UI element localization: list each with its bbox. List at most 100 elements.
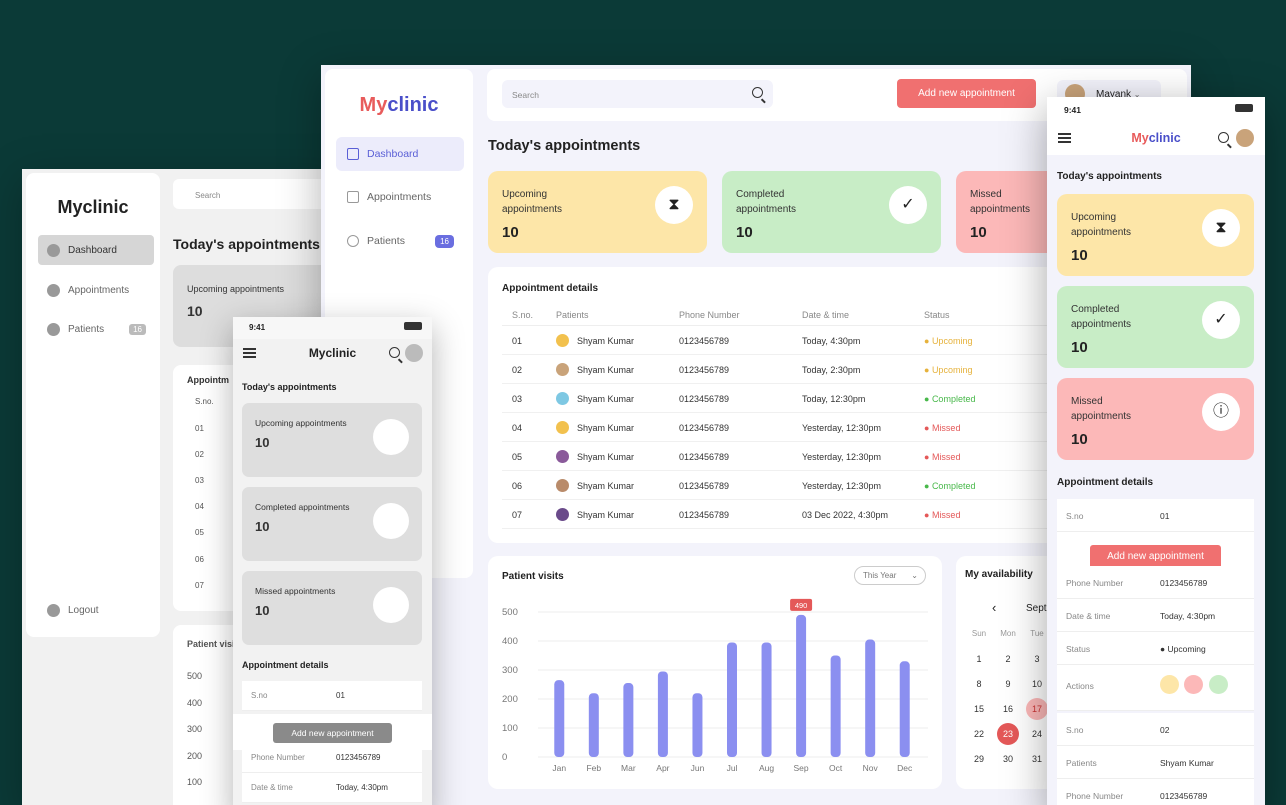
detail-row: Phone Number 0123456789 [1057, 566, 1254, 599]
col-header[interactable]: Date & time [802, 310, 850, 320]
detail-row: S.no 01 [1057, 499, 1254, 532]
patient-avatar [556, 421, 569, 434]
table-row[interactable]: 02 Shyam Kumar 0123456789 Today, 2:30pm ● Up… [502, 355, 1188, 384]
col-header[interactable]: S.no. [512, 310, 534, 320]
add-appointment-button[interactable]: Add new appointment [1090, 545, 1221, 569]
detail-value: 01 [336, 691, 345, 700]
menu-icon[interactable] [1058, 133, 1071, 143]
info-icon: ⓘ [1202, 393, 1240, 431]
cell-datetime: Yesterday, 12:30pm [802, 452, 882, 462]
page-title: Today's appointments [488, 138, 641, 154]
wireframe-logo: Myclinic [57, 197, 129, 217]
search-input[interactable]: Search [502, 80, 773, 108]
sidebar-item-patients[interactable]: Patients 16 [336, 224, 464, 258]
avatar[interactable] [1236, 129, 1254, 147]
sidebar-item-dashboard[interactable]: Dashboard [336, 137, 464, 171]
user-name: Mayank [1096, 89, 1132, 100]
patients-badge: 16 [129, 323, 146, 335]
bar [657, 671, 668, 757]
card-count: 10 [1071, 247, 1088, 264]
delete-icon[interactable] [1184, 675, 1204, 694]
add-appointment-button[interactable]: Add new appointment [897, 79, 1036, 108]
logo-part: My [1131, 131, 1149, 145]
chevron-left-icon[interactable]: ‹ [992, 600, 997, 615]
detail-row: Status ● Upcoming [1057, 632, 1254, 665]
calendar-day[interactable]: 24 [1031, 729, 1042, 739]
calendar-day[interactable]: 23 [997, 723, 1019, 745]
search-icon[interactable] [752, 87, 763, 98]
bar [899, 661, 910, 757]
wireframe-search-input[interactable]: Search [173, 179, 342, 209]
check-icon[interactable] [1208, 675, 1228, 694]
card-label: Missed [1071, 396, 1103, 407]
avatar[interactable] [405, 344, 423, 362]
calendar-day[interactable]: 2 [1005, 654, 1011, 664]
calendar-day[interactable]: 16 [1002, 704, 1013, 714]
calendar-day[interactable]: 9 [1005, 679, 1011, 689]
calendar-day[interactable]: 8 [976, 679, 982, 689]
table-row[interactable]: 01 Shyam Kumar 0123456789 Today, 4:30pm ● Up… [502, 326, 1188, 355]
card-label: appointments [970, 203, 1031, 215]
card-label: Completed [1071, 304, 1120, 315]
col-header[interactable]: Phone Number [679, 310, 740, 320]
status-text: Upcoming [931, 365, 973, 375]
calendar-day[interactable]: 1 [976, 654, 982, 664]
calendar-day[interactable]: 29 [973, 754, 984, 764]
table-row[interactable]: 07 Shyam Kumar 0123456789 03 Dec 2022, 4:30… [502, 500, 1188, 529]
upcoming-card: Upcoming appointments 10 [242, 403, 422, 477]
status-badge: ● Upcoming [924, 365, 973, 375]
status-badge: ● Missed [924, 423, 961, 433]
col-header[interactable]: Patients [556, 310, 589, 320]
edit-icon[interactable] [1160, 675, 1179, 694]
y-tick-label: 0 [502, 752, 507, 763]
table-row[interactable]: 06 Shyam Kumar 0123456789 Yesterday, 12:30p… [502, 471, 1188, 500]
calendar-day[interactable]: 30 [1002, 754, 1013, 764]
calendar-day[interactable]: 15 [973, 704, 984, 714]
card-label: Missed [970, 189, 1002, 200]
detail-row: S.no 02 [1057, 713, 1254, 746]
calendar-day[interactable]: 3 [1034, 654, 1040, 664]
wireframe-nav-appointments[interactable]: Appointments [38, 275, 154, 305]
wireframe-logout[interactable]: Logout [38, 595, 154, 625]
completed-card: Completed appointments 10 ✓ [722, 171, 941, 253]
patient-avatar [556, 363, 569, 376]
card-count: 10 [1071, 431, 1088, 448]
calendar-day[interactable]: 10 [1031, 679, 1042, 689]
table-row[interactable]: 04 Shyam Kumar 0123456789 Yesterday, 12:30p… [502, 413, 1188, 442]
status-badge: ● Completed [924, 394, 976, 404]
search-icon[interactable] [1218, 132, 1229, 143]
menu-icon[interactable] [243, 348, 256, 358]
bar [761, 642, 772, 757]
card-label: appointments [736, 203, 797, 215]
cell-patient: Shyam Kumar [577, 481, 635, 491]
sidebar-item-appointments[interactable]: Appointments [336, 180, 464, 214]
card-label: Upcoming [1071, 212, 1117, 223]
missed-card: Missed appointments 10 [242, 571, 422, 645]
weekday-label: Mon [1000, 629, 1016, 638]
x-tick-label: Jul [727, 763, 738, 773]
nav-label: Patients [68, 323, 105, 335]
add-appointment-button[interactable]: Add new appointment [273, 723, 392, 743]
calendar-day[interactable]: 22 [973, 729, 984, 739]
nav-label: Dashboard [68, 244, 117, 256]
detail-value: 01 [1160, 511, 1170, 521]
wireframe-heading: Today's appointments [173, 236, 320, 252]
mobile-phone: 9:41 Myclinic Today's appointments Upcom… [1047, 97, 1265, 805]
detail-value: 0123456789 [336, 753, 381, 762]
detail-value: 0123456789 [1160, 791, 1208, 801]
calendar-day[interactable]: 17 [1026, 698, 1048, 720]
calendar-day[interactable]: 31 [1031, 754, 1042, 764]
cell-sno: 02 [512, 365, 523, 375]
col-header[interactable]: Status [924, 310, 950, 320]
value-tag-bg [790, 598, 813, 611]
search-icon[interactable] [389, 347, 400, 358]
range-select[interactable]: This Year ⌄ [854, 566, 926, 585]
table-row[interactable]: 05 Shyam Kumar 0123456789 Yesterday, 12:30p… [502, 442, 1188, 471]
wireframe-nav-patients[interactable]: Patients 16 [38, 314, 154, 344]
logo-part: My [359, 94, 388, 116]
patient-avatar [556, 450, 569, 463]
status-badge: ● Upcoming [1160, 644, 1206, 654]
wireframe-nav-dashboard[interactable]: Dashboard [38, 235, 154, 265]
detail-key: S.no [1066, 725, 1084, 735]
table-row[interactable]: 03 Shyam Kumar 0123456789 Today, 12:30pm ● C… [502, 384, 1188, 413]
